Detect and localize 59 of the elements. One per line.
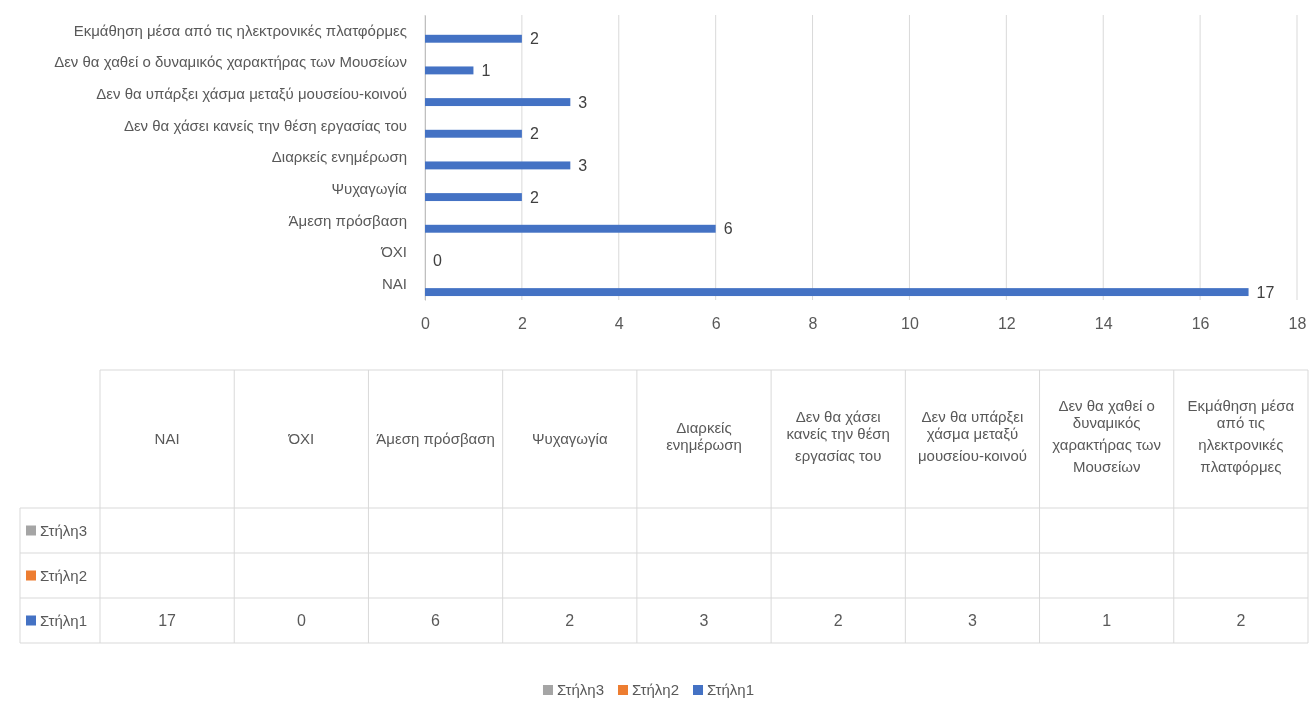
category-label: Δεν θα χάσει κανείς την θέση εργασίας του [786, 408, 890, 464]
y-tick-label: Εκμάθηση μέσα από τις ηλεκτρονικές πλατφόρμες [73, 21, 407, 39]
category-label: Εκμάθηση μέσα από τις ηλεκτρονικές πλατφόρμες [1187, 397, 1295, 475]
data-label: 2 [529, 188, 539, 206]
data-label: 17 [1256, 283, 1275, 301]
y-tick-label: ΝΑΙ [381, 274, 407, 292]
x-tick-label: 0 [421, 315, 431, 333]
data-label: 1 [1102, 612, 1112, 630]
data-label: 2 [1236, 612, 1246, 630]
x-tick-label: 16 [1191, 315, 1210, 333]
category-label: ΝΑΙ [154, 430, 180, 448]
legend-label: Στήλη1 [40, 611, 88, 629]
data-label: 0 [433, 252, 442, 270]
data-label: 2 [529, 125, 539, 143]
x-tick-label: 6 [711, 315, 721, 333]
data-label: 2 [529, 30, 539, 48]
category-label: Δεν θα υπάρξει χάσμα μεταξύ μουσείου-κοινού [917, 408, 1027, 464]
legend-label: Στήλη3 [556, 681, 604, 699]
bar [425, 224, 716, 233]
category-label: ΌΧΙ [287, 430, 315, 448]
data-label: 6 [723, 220, 733, 238]
y-tick-label: ΌΧΙ [380, 243, 407, 261]
data-label: 2 [565, 612, 575, 630]
data-label: 3 [578, 93, 588, 111]
bar [425, 98, 571, 107]
bar [425, 288, 1249, 297]
y-tick-label: Ψυχαγωγία [331, 179, 408, 197]
x-tick-label: 2 [517, 315, 527, 333]
x-tick-label: 14 [1094, 315, 1113, 333]
category-label: Δεν θα χαθεί ο δυναμικός χαρακτήρας των Μουσείων [1052, 397, 1161, 475]
y-tick-label: Δεν θα χάσει κανείς την θέση εργασίας του [123, 116, 407, 134]
y-tick-label: Δεν θα χαθεί ο δυναμικός χαρακτήρας των Μουσείων [54, 53, 407, 71]
bar [425, 129, 522, 138]
legend-label: Στήλη3 [40, 521, 88, 539]
y-tick-label: Δεν θα υπάρξει χάσμα μεταξύ μουσείου-κοινού [96, 84, 407, 102]
data-label: 1 [481, 62, 491, 80]
data-label: 3 [699, 612, 709, 630]
data-label: 2 [833, 612, 843, 630]
data-label: 6 [431, 612, 441, 630]
y-tick-label: Διαρκείς ενημέρωση [271, 148, 407, 166]
category-label: Ψυχαγωγία [531, 430, 608, 448]
x-tick-label: 10 [901, 315, 919, 333]
legend-label: Στήλη1 [707, 681, 755, 699]
bar [425, 193, 522, 202]
x-tick-label: 12 [997, 315, 1016, 333]
data-label: 3 [578, 157, 588, 175]
data-label: 17 [158, 612, 177, 630]
bar [425, 34, 522, 43]
bar [425, 161, 571, 170]
legend-label: Στήλη2 [631, 681, 680, 699]
y-tick-label: Άμεση πρόσβαση [288, 211, 407, 229]
x-tick-label: 8 [808, 315, 818, 333]
data-label: 3 [967, 612, 977, 630]
category-label: Διαρκείς ενημέρωση [666, 419, 742, 453]
data-label: 0 [296, 612, 306, 630]
x-tick-label: 4 [614, 315, 624, 333]
legend-label: Στήλη2 [40, 566, 88, 584]
bar [425, 66, 474, 75]
x-tick-label: 18 [1288, 315, 1307, 333]
